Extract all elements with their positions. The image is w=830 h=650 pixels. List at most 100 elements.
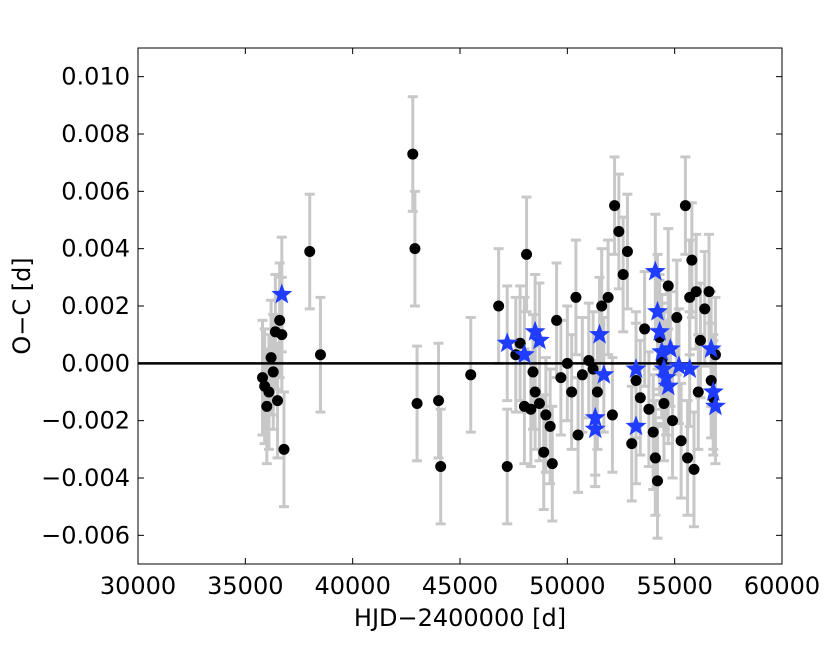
y-tick-label: −0.006 [41,521,130,549]
data-point-circle [694,334,706,346]
data-point-star [593,363,615,384]
x-tick-label: 55000 [636,572,712,600]
data-point-star [651,340,673,361]
data-point-circle [621,246,633,258]
data-point-circle [314,349,326,361]
data-point-star [668,355,690,376]
data-point-circle [613,225,625,237]
data-point-circle [675,435,687,447]
data-point-circle [265,352,277,364]
data-point-star [649,320,671,341]
plot-area [138,48,782,564]
data-point-circle [692,386,704,398]
data-point-circle [529,386,541,398]
x-tick-label: 45000 [422,572,498,600]
data-point-star [655,366,677,387]
data-point-star [496,332,518,353]
data-point-circle [407,148,419,160]
data-point-star [524,320,546,341]
x-tick-label: 35000 [207,572,283,600]
data-point-star [625,358,647,378]
y-axis-label: O−C [d] [8,257,36,354]
data-point-star [584,418,606,439]
data-point-circle [540,409,552,421]
data-point-circle [705,375,717,387]
data-point-circle [566,386,578,398]
data-point-circle [649,452,661,464]
data-point-circle [639,323,651,335]
data-point-circle [263,386,275,398]
x-tick-label: 50000 [529,572,605,600]
y-tick-label: −0.002 [41,407,130,435]
data-point-circle [555,372,567,384]
x-tick-label: 60000 [744,572,820,600]
data-point-circle [634,392,646,404]
data-point-circle [278,443,290,455]
data-point-circle [533,397,545,409]
data-point-circle [686,254,698,266]
data-point-circle [651,475,663,487]
data-point-circle [572,429,584,441]
data-point-star [589,323,610,344]
data-point-circle [591,386,603,398]
data-point-star [644,260,666,281]
data-point-circle [433,395,445,407]
data-point-circle [679,200,691,212]
data-point-star [702,381,724,401]
data-point-circle [435,461,447,473]
data-point-circle [551,314,563,326]
data-point-circle [538,446,550,458]
data-point-circle [647,426,659,438]
data-point-circle [304,246,316,258]
data-point-star [584,406,606,427]
data-point-circle [465,369,477,381]
data-point-circle [276,329,288,341]
data-point-circle [570,291,582,303]
data-point-circle [658,397,670,409]
y-tick-label: 0.010 [61,63,130,91]
data-point-star [647,300,668,321]
data-point-circle [682,452,694,464]
data-point-circle [667,415,679,427]
data-point-star [513,343,535,364]
data-point-circle [546,458,558,470]
data-point-star [657,375,679,396]
data-point-circle [411,397,423,409]
data-point-circle [688,463,700,475]
y-tick-label: 0.006 [61,177,130,205]
y-tick-label: 0.008 [61,120,130,148]
y-tick-label: 0.002 [61,292,130,320]
data-point-circle [527,366,539,378]
data-point-circle [257,372,269,384]
data-point-circle [576,369,588,381]
data-point-circle [274,314,286,326]
data-point-circle [617,268,629,280]
data-point-circle [261,400,273,412]
data-point-star [659,338,681,358]
data-point-star [704,395,726,416]
data-point-star [625,415,647,436]
data-point-star [679,358,701,378]
data-point-circle [501,461,513,473]
data-point-circle [690,286,702,298]
marker-layer [257,148,726,487]
y-tick-label: 0.004 [61,235,130,263]
data-point-circle [596,300,608,312]
data-point-circle [630,375,642,387]
data-point-circle [514,337,526,349]
x-tick-label: 30000 [100,572,176,600]
data-point-circle [662,280,674,292]
data-point-circle [267,366,279,378]
x-axis-label: HJD−2400000 [d] [354,604,566,632]
data-point-star [271,283,293,304]
data-point-circle [272,395,284,407]
data-point-star [528,329,550,350]
data-point-circle [544,420,556,432]
data-point-circle [671,311,683,323]
data-point-circle [583,354,595,366]
data-point-circle [626,438,638,450]
data-point-circle [606,409,618,421]
data-point-circle [703,286,715,298]
data-point-circle [525,403,537,415]
